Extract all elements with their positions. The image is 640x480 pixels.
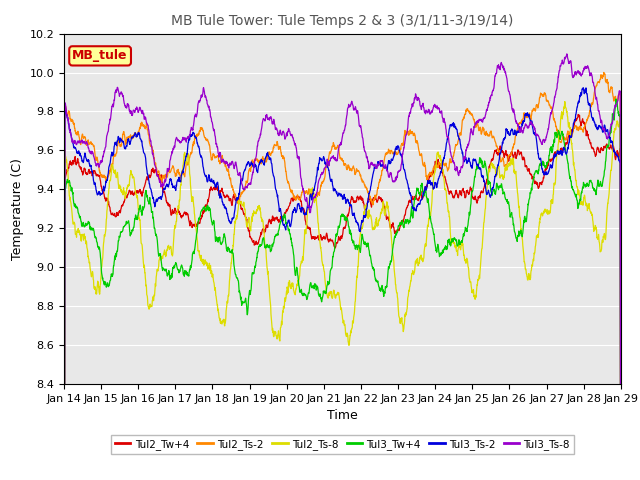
Tul2_Ts-2 — [331, 144, 339, 149]
Tul3_Tw+4 — [88, 227, 96, 232]
Tul3_Ts-8 — [499, 63, 506, 69]
Tul2_Tw+4 — [60, 381, 68, 387]
Tul2_Ts-8 — [601, 232, 609, 238]
Line: Tul2_Ts-8: Tul2_Ts-8 — [64, 102, 621, 384]
Tul2_Ts-2 — [316, 189, 324, 194]
Tul2_Ts-8 — [601, 236, 609, 241]
Tul3_Ts-2 — [60, 381, 68, 387]
Tul2_Ts-8 — [617, 381, 625, 387]
Tul3_Ts-2 — [617, 381, 625, 387]
Legend: Tul2_Tw+4, Tul2_Ts-2, Tul2_Ts-8, Tul3_Tw+4, Tul3_Ts-2, Tul3_Ts-8: Tul2_Tw+4, Tul2_Ts-2, Tul2_Ts-8, Tul3_Tw… — [111, 435, 574, 454]
Tul3_Ts-8 — [617, 381, 625, 387]
Tul2_Tw+4 — [499, 147, 506, 153]
Tul2_Ts-8 — [561, 99, 569, 105]
Text: MB_tule: MB_tule — [72, 49, 128, 62]
Line: Tul3_Tw+4: Tul3_Tw+4 — [64, 99, 621, 384]
Line: Tul2_Ts-2: Tul2_Ts-2 — [64, 72, 621, 384]
Tul2_Ts-8 — [316, 240, 324, 246]
Tul2_Ts-8 — [60, 381, 68, 387]
Tul3_Tw+4 — [499, 188, 506, 193]
Tul3_Tw+4 — [601, 167, 609, 173]
Tul2_Tw+4 — [574, 112, 582, 118]
X-axis label: Time: Time — [327, 409, 358, 422]
Tul3_Ts-2 — [316, 156, 324, 161]
Tul2_Ts-2 — [617, 381, 625, 387]
Tul2_Ts-8 — [331, 291, 339, 297]
Tul2_Tw+4 — [601, 145, 609, 151]
Tul3_Tw+4 — [331, 243, 339, 249]
Tul2_Ts-8 — [88, 269, 96, 275]
Line: Tul2_Tw+4: Tul2_Tw+4 — [64, 115, 621, 384]
Tul3_Ts-2 — [499, 139, 506, 145]
Tul3_Tw+4 — [600, 168, 608, 174]
Line: Tul3_Ts-2: Tul3_Ts-2 — [64, 88, 621, 384]
Tul2_Tw+4 — [331, 244, 339, 250]
Tul3_Tw+4 — [60, 381, 68, 387]
Title: MB Tule Tower: Tule Temps 2 & 3 (3/1/11-3/19/14): MB Tule Tower: Tule Temps 2 & 3 (3/1/11-… — [172, 14, 513, 28]
Tul3_Ts-2 — [601, 123, 609, 129]
Tul2_Ts-2 — [601, 71, 609, 77]
Tul3_Ts-8 — [601, 129, 609, 134]
Tul3_Ts-8 — [316, 175, 324, 181]
Y-axis label: Temperature (C): Temperature (C) — [11, 158, 24, 260]
Tul3_Ts-8 — [563, 51, 571, 57]
Tul3_Ts-8 — [601, 127, 609, 133]
Tul2_Ts-2 — [88, 142, 96, 147]
Tul2_Tw+4 — [316, 234, 324, 240]
Tul2_Ts-2 — [600, 70, 607, 75]
Tul3_Ts-2 — [331, 188, 339, 193]
Tul3_Ts-8 — [88, 150, 96, 156]
Tul2_Ts-8 — [499, 172, 506, 178]
Tul2_Tw+4 — [88, 172, 96, 178]
Tul3_Ts-2 — [88, 168, 96, 174]
Tul3_Tw+4 — [316, 291, 324, 297]
Tul2_Ts-2 — [499, 155, 506, 161]
Tul3_Tw+4 — [612, 96, 620, 102]
Tul2_Ts-2 — [601, 72, 609, 77]
Tul2_Ts-2 — [60, 381, 68, 387]
Tul3_Ts-8 — [60, 381, 68, 387]
Tul3_Ts-2 — [579, 85, 587, 91]
Tul3_Ts-8 — [331, 156, 339, 162]
Line: Tul3_Ts-8: Tul3_Ts-8 — [64, 54, 621, 384]
Tul3_Tw+4 — [617, 381, 625, 387]
Tul2_Tw+4 — [601, 144, 609, 150]
Tul2_Tw+4 — [617, 381, 625, 387]
Tul3_Ts-2 — [601, 122, 609, 128]
